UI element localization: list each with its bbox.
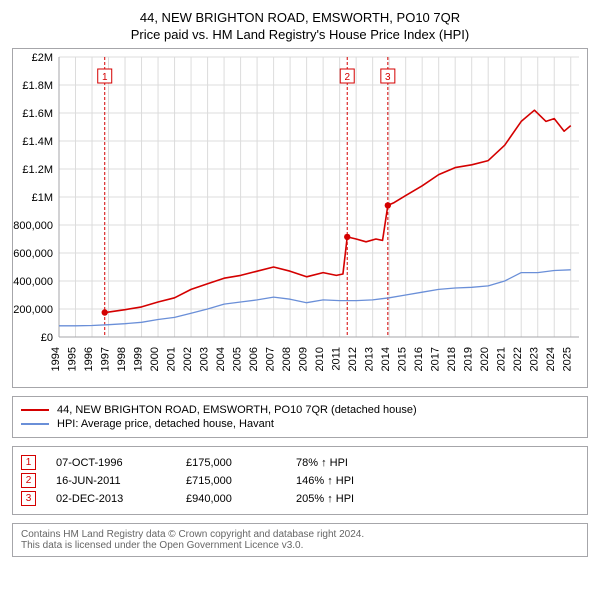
- legend-box: 44, NEW BRIGHTON ROAD, EMSWORTH, PO10 7Q…: [12, 396, 588, 438]
- x-tick-label: 2023: [529, 347, 541, 371]
- event-row: 3 02-DEC-2013 £940,000 205% ↑ HPI: [21, 491, 579, 506]
- event-date: 07-OCT-1996: [56, 457, 166, 469]
- x-tick-label: 2000: [149, 347, 161, 371]
- event-marker-label: 3: [385, 72, 391, 83]
- y-tick-label: £200,000: [13, 304, 53, 316]
- event-row: 2 16-JUN-2011 £715,000 146% ↑ HPI: [21, 473, 579, 488]
- y-tick-label: £600,000: [13, 248, 53, 260]
- x-tick-label: 2010: [314, 347, 326, 371]
- title-line-1: 44, NEW BRIGHTON ROAD, EMSWORTH, PO10 7Q…: [10, 10, 590, 25]
- x-tick-label: 2013: [364, 347, 376, 371]
- x-tick-label: 2004: [215, 347, 227, 371]
- legend-label: HPI: Average price, detached house, Hava…: [57, 418, 274, 430]
- x-tick-label: 2011: [331, 347, 343, 371]
- x-tick-label: 2024: [545, 347, 557, 371]
- event-delta: 205% ↑ HPI: [296, 493, 354, 505]
- x-tick-label: 2003: [199, 347, 211, 371]
- legend-row: 44, NEW BRIGHTON ROAD, EMSWORTH, PO10 7Q…: [21, 404, 579, 416]
- event-date: 16-JUN-2011: [56, 475, 166, 487]
- event-date: 02-DEC-2013: [56, 493, 166, 505]
- x-tick-label: 2020: [479, 347, 491, 371]
- legend-row: HPI: Average price, detached house, Hava…: [21, 418, 579, 430]
- x-tick-label: 2006: [248, 347, 260, 371]
- x-tick-label: 2018: [446, 347, 458, 371]
- footer-box: Contains HM Land Registry data © Crown c…: [12, 523, 588, 557]
- legend-label: 44, NEW BRIGHTON ROAD, EMSWORTH, PO10 7Q…: [57, 404, 417, 416]
- x-tick-label: 2002: [182, 347, 194, 371]
- event-row: 1 07-OCT-1996 £175,000 78% ↑ HPI: [21, 455, 579, 470]
- y-tick-label: £800,000: [13, 220, 53, 232]
- legend-swatch: [21, 423, 49, 425]
- title-line-2: Price paid vs. HM Land Registry's House …: [10, 27, 590, 42]
- x-tick-label: 2019: [463, 347, 475, 371]
- y-tick-label: £1.4M: [22, 136, 53, 148]
- events-box: 1 07-OCT-1996 £175,000 78% ↑ HPI 2 16-JUN-201…: [12, 446, 588, 515]
- x-tick-label: 2007: [265, 347, 277, 371]
- event-price: £940,000: [186, 493, 276, 505]
- y-tick-label: £1.8M: [22, 80, 53, 92]
- event-marker: 3: [21, 491, 36, 506]
- event-marker-label: 1: [102, 72, 108, 83]
- event-marker-label: 2: [344, 72, 350, 83]
- x-tick-label: 1998: [116, 347, 128, 371]
- footer-line-1: Contains HM Land Registry data © Crown c…: [21, 529, 579, 540]
- x-tick-label: 2015: [397, 347, 409, 371]
- x-tick-label: 2017: [430, 347, 442, 371]
- x-tick-label: 2016: [413, 347, 425, 371]
- x-tick-label: 2021: [496, 347, 508, 371]
- x-tick-label: 2005: [232, 347, 244, 371]
- event-marker: 1: [21, 455, 36, 470]
- x-tick-label: 2012: [347, 347, 359, 371]
- x-tick-label: 2025: [562, 347, 574, 371]
- x-tick-label: 1997: [100, 347, 112, 371]
- chart-area: 1994 1995 1996 1997 1998 1999 2000 2001 2002 2003…: [12, 48, 588, 388]
- x-tick-label: 1999: [133, 347, 145, 371]
- legend-swatch: [21, 409, 49, 411]
- y-tick-label: £2M: [32, 52, 53, 64]
- event-price: £175,000: [186, 457, 276, 469]
- x-tick-label: 2009: [298, 347, 310, 371]
- chart-container: 44, NEW BRIGHTON ROAD, EMSWORTH, PO10 7Q…: [0, 0, 600, 567]
- event-price: £715,000: [186, 475, 276, 487]
- event-marker: 2: [21, 473, 36, 488]
- event-delta: 78% ↑ HPI: [296, 457, 348, 469]
- event-delta: 146% ↑ HPI: [296, 475, 354, 487]
- x-tick-label: 2014: [380, 347, 392, 371]
- chart-svg: 1994 1995 1996 1997 1998 1999 2000 2001 2002 2003…: [13, 49, 587, 387]
- y-tick-label: £0: [41, 332, 53, 344]
- x-tick-label: 1995: [67, 347, 79, 371]
- x-tick-label: 2022: [512, 347, 524, 371]
- footer-line-2: This data is licensed under the Open Gov…: [21, 540, 579, 551]
- y-tick-label: £1.6M: [22, 108, 53, 120]
- y-tick-label: £1.2M: [22, 164, 53, 176]
- y-tick-label: £1M: [32, 192, 53, 204]
- x-tick-label: 1994: [50, 347, 62, 371]
- x-tick-label: 2008: [281, 347, 293, 371]
- x-tick-label: 1996: [83, 347, 95, 371]
- x-tick-label: 2001: [166, 347, 178, 371]
- y-tick-label: £400,000: [13, 276, 53, 288]
